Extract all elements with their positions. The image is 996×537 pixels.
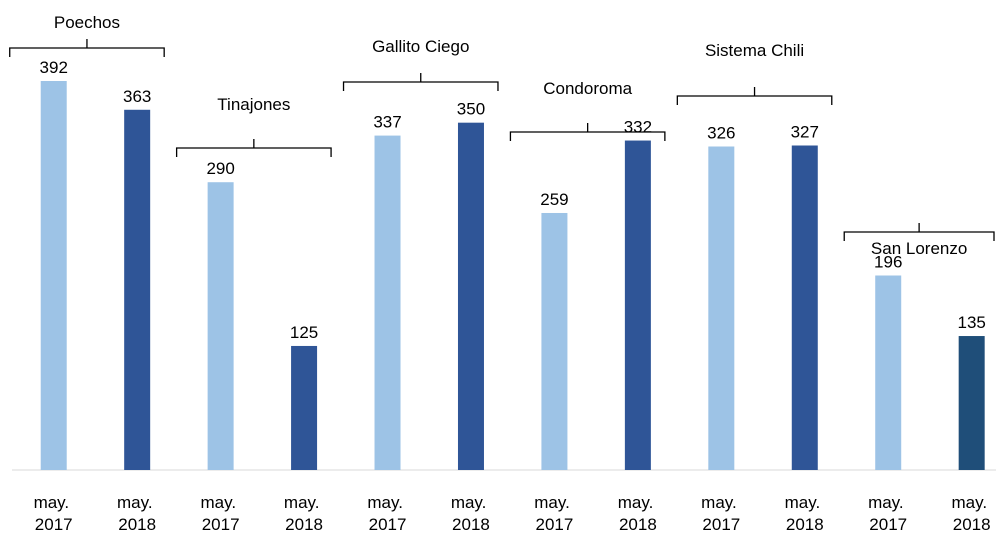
value-label: 363	[123, 87, 151, 106]
group-bracket	[843, 223, 995, 241]
x-tick-label: may. 2017	[701, 493, 741, 534]
bar	[958, 336, 985, 470]
value-label: 259	[540, 190, 568, 209]
group-bracket	[676, 87, 833, 105]
x-tick-label: may. 2017	[367, 493, 407, 534]
group-label: Condoroma	[543, 79, 632, 98]
x-tick-label: may. 2018	[284, 493, 324, 534]
bar	[541, 212, 568, 470]
value-label: 350	[457, 100, 485, 119]
x-tick-label: may. 2017	[200, 493, 240, 534]
x-tick-label: may. 2018	[785, 493, 825, 534]
group-bracket	[175, 139, 332, 157]
group-label: San Lorenzo	[871, 239, 967, 258]
bar	[457, 122, 484, 470]
bar	[374, 135, 401, 470]
group-bracket	[9, 39, 165, 57]
x-tick-label: may. 2017	[534, 493, 574, 534]
bar	[791, 145, 818, 470]
x-tick-label: may. 2018	[952, 493, 992, 534]
value-label: 326	[707, 123, 735, 142]
bar	[124, 109, 151, 470]
group-label: Sistema Chili	[705, 41, 804, 60]
bar	[708, 146, 735, 470]
value-label: 290	[206, 159, 234, 178]
x-tick-label: may. 2017	[868, 493, 908, 534]
value-label: 332	[624, 118, 652, 137]
bar	[875, 275, 902, 470]
group-bracket	[509, 123, 666, 141]
x-tick-label: may. 2018	[618, 493, 658, 534]
value-label: 135	[957, 313, 985, 332]
bar	[207, 182, 234, 470]
value-label: 196	[874, 253, 902, 272]
group-label: Tinajones	[217, 95, 290, 114]
bar	[624, 140, 651, 470]
x-tick-label: may. 2017	[34, 493, 74, 534]
value-label: 337	[373, 113, 401, 132]
value-label: 125	[290, 323, 318, 342]
bar	[291, 345, 318, 470]
bar	[40, 81, 67, 470]
x-tick-label: may. 2018	[117, 493, 157, 534]
group-label: Gallito Ciego	[372, 37, 469, 56]
value-label: 392	[40, 58, 68, 77]
group-bracket	[342, 73, 499, 91]
group-label: Poechos	[54, 13, 120, 32]
x-tick-label: may. 2018	[451, 493, 491, 534]
value-label: 327	[791, 123, 819, 142]
